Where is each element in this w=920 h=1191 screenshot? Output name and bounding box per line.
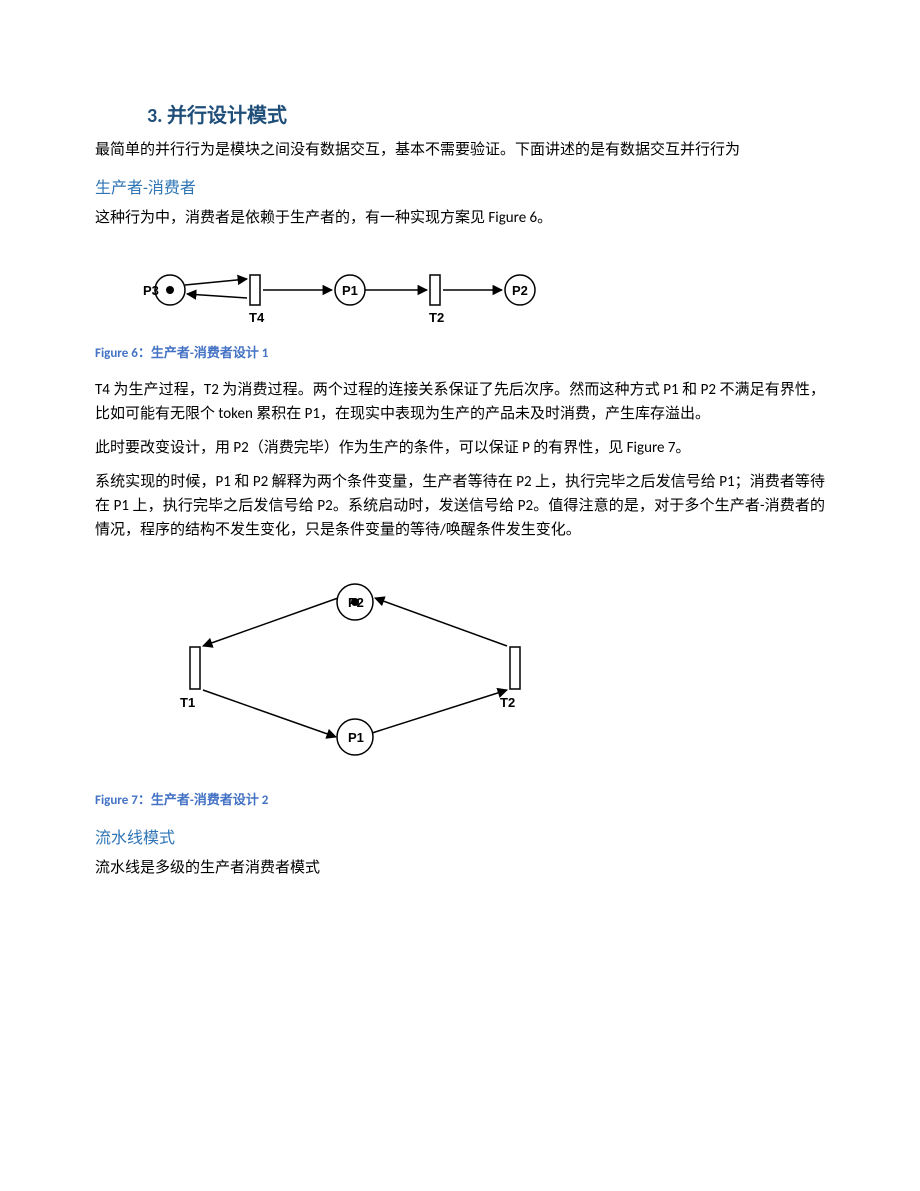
subsection-producer-consumer: 生产者-消费者	[95, 176, 825, 202]
svg-text:T2: T2	[500, 695, 515, 710]
paragraph: 此时要改变设计，用 P2（消费完毕）作为生产的条件，可以保证 P 的有界性，见 …	[95, 436, 825, 460]
paragraph: 系统实现的时候，P1 和 P2 解释为两个条件变量，生产者等待在 P2 上，执行…	[95, 470, 825, 542]
svg-text:P2: P2	[512, 283, 528, 298]
figure-7-caption: Figure 7：生产者-消费者设计 2	[95, 791, 825, 812]
svg-text:P2: P2	[348, 595, 364, 610]
svg-text:P1: P1	[342, 283, 358, 298]
paragraph: 这种行为中，消费者是依赖于生产者的，有一种实现方案见 Figure 6。	[95, 206, 825, 230]
svg-text:P1: P1	[348, 730, 364, 745]
svg-text:T1: T1	[180, 695, 195, 710]
svg-text:P3: P3	[143, 283, 159, 298]
figure-6-caption: Figure 6：生产者-消费者设计 1	[95, 344, 825, 365]
figure-6-diagram: P3 P1 P2 T4 T2	[95, 250, 565, 330]
figure-7-diagram: P2 P1 T1 T2	[135, 562, 575, 777]
paragraph: 流水线是多级的生产者消费者模式	[95, 856, 825, 880]
svg-text:T4: T4	[249, 310, 265, 325]
svg-text:T2: T2	[429, 310, 444, 325]
paragraph: T4 为生产过程，T2 为消费过程。两个过程的连接关系保证了先后次序。然而这种方…	[95, 378, 825, 426]
intro-paragraph: 最简单的并行行为是模块之间没有数据交互，基本不需要验证。下面讲述的是有数据交互并…	[95, 138, 825, 162]
section-heading: 3. 并行设计模式	[95, 100, 825, 132]
subsection-pipeline: 流水线模式	[95, 826, 825, 852]
